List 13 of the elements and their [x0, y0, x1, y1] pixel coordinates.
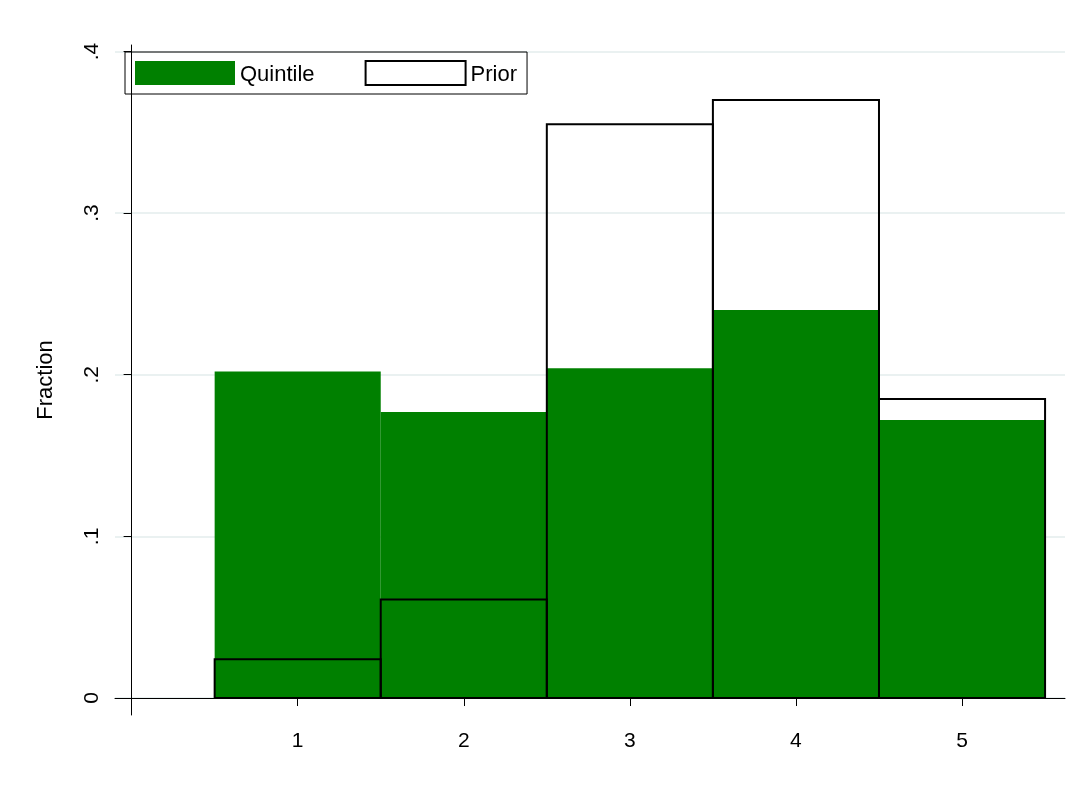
x-tick-label: 3 [624, 728, 636, 751]
x-tick-label: 2 [457, 728, 470, 751]
y-axis-title: Fraction [31, 340, 57, 420]
y-tick-label: .4 [79, 42, 102, 61]
y-tick-label: .2 [79, 365, 102, 384]
x-tick-label: 1 [291, 728, 304, 751]
y-tick-label: .1 [79, 527, 102, 546]
legend-label: Quintile [240, 60, 315, 86]
x-tick-label: 5 [956, 728, 968, 751]
y-tick-label: .3 [79, 204, 102, 222]
x-tick-label: 4 [790, 728, 803, 751]
legend-label: Prior [470, 60, 518, 86]
y-tick-label: 0 [79, 692, 102, 704]
